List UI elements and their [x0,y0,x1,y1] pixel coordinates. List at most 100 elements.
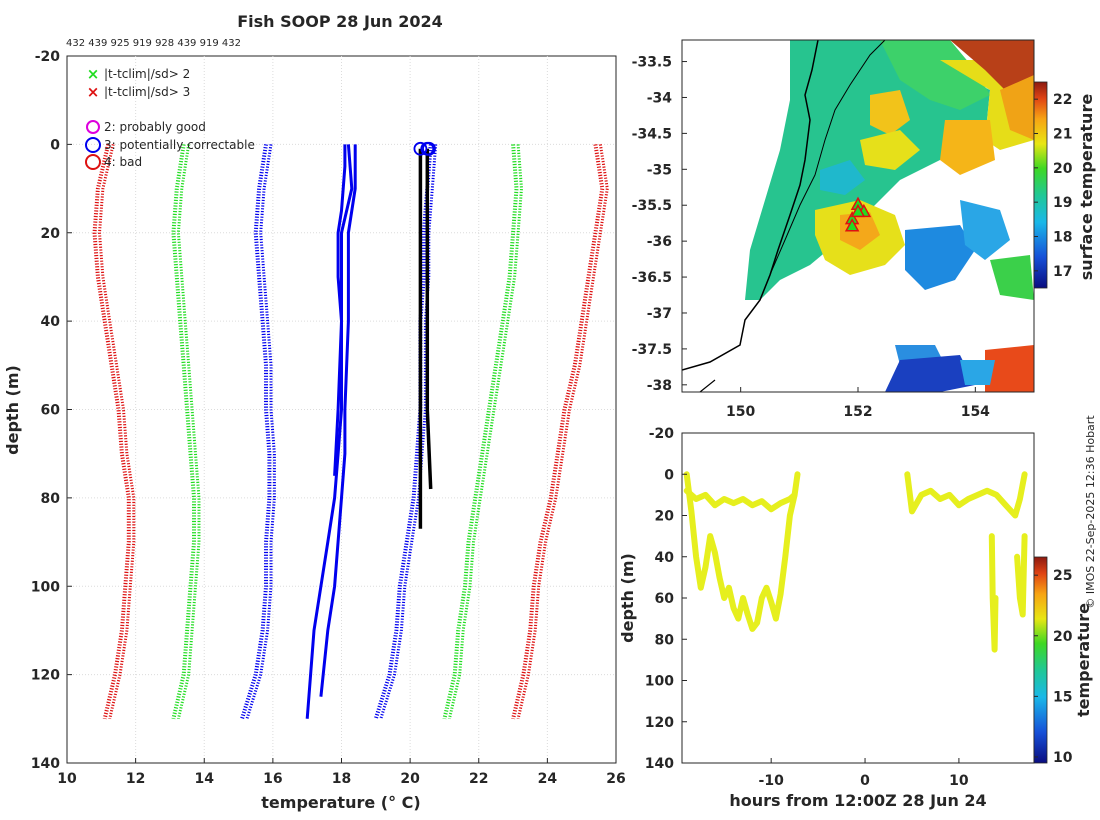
depth-time-ylabel: depth (m) [618,553,637,643]
depth-time-trace-2 [904,471,1028,519]
map-y-tick-label: -36.5 [632,270,672,286]
profile-series [92,141,609,720]
depth-time-traces [683,471,1028,653]
profile-series-5-shadow [516,144,609,720]
map-y-tick-label: -35.5 [632,198,672,214]
time-y-tick-label: 140 [645,756,674,772]
temperature-colorbar [1033,556,1048,764]
temperature-colorbar-tick-label: 20 [1053,629,1073,645]
profile-series-4-shadow [447,144,524,720]
legend-red-x-label: |t-tclim|/sd> 3 [104,85,190,99]
legend-flag3-icon [85,137,101,153]
x-tick-label: 24 [538,771,558,787]
profile-series-6 [305,144,347,719]
x-tick-label: 16 [263,771,282,787]
map-x-tick-label: 150 [726,404,755,420]
legend-red-x-icon: × [87,83,100,101]
profile-series-7 [319,144,357,697]
profile-flag-marker-2 [422,141,436,156]
map-ticks: 150 152 154 -33.5 -34 -34.5 -35 -35.5 -36 -36.5 -3… [632,55,991,420]
y-tick-label: 60 [41,403,61,419]
sst-colorbar-tick-label: 17 [1053,264,1072,280]
map-x-tick-label: 154 [961,404,990,420]
time-y-tick-label: 0 [664,467,674,483]
y-tick-label: 80 [41,491,61,507]
time-x-tick-label: 10 [949,773,969,789]
map-y-tick-label: -34.5 [632,126,672,142]
map-y-tick-label: -37.5 [632,342,672,358]
sst-map: 150 152 154 -33.5 -34 -34.5 -35 -35.5 -36 -36.5 -3… [632,39,1096,420]
depth-time-xlabel: hours from 12:00Z 28 Jun 24 [729,791,986,810]
temperature-colorbar-tick-label: 15 [1053,689,1072,705]
y-tick-label: 0 [50,137,60,153]
profile-series-0-shadow [97,144,136,720]
profile-series-1-shadow [176,144,201,720]
profile-series-3 [373,144,433,720]
y-tick-label: -20 [35,49,61,65]
time-y-tick-label: 60 [655,591,675,607]
profile-series-4 [442,144,519,720]
sst-colorbar-ticks: 17 18 19 20 21 22 [1034,92,1073,280]
depth-time-trace-1 [683,487,798,513]
profile-series-0 [92,143,131,720]
y-tick-label: 100 [31,579,60,595]
map-track-marker-3 [850,203,866,218]
map-y-tick-label: -37 [647,306,672,322]
profile-xlabel: temperature (° C) [261,793,420,812]
map-y-tick-label: -35 [647,162,672,178]
x-tick-label: 20 [400,771,420,787]
depth-time-ticks: -10 0 10 -20 0 20 40 60 80 100 120 140 [645,426,969,789]
time-y-tick-label: 80 [655,632,675,648]
copyright-note: © IMOS 22-Sep-2025 12:36 Hobart [1084,415,1097,609]
sst-colorbar-tick-label: 22 [1053,92,1072,108]
profile-series-10 [425,148,433,490]
profile-series-8 [333,144,354,476]
x-tick-label: 10 [57,771,77,787]
profile-grid [67,56,616,763]
map-sst-field [682,40,1034,392]
x-tick-label: 14 [195,771,215,787]
time-x-tick-label: 0 [860,773,870,789]
profile-series-5 [511,144,605,720]
y-tick-label: 20 [41,226,61,242]
legend-flag2-icon [86,120,100,134]
x-tick-label: 22 [469,771,488,787]
temperature-colorbar-ticks: 10 15 20 25 [1034,568,1073,766]
depth-time-trace-4 [1014,533,1028,618]
x-tick-label: 18 [332,771,351,787]
y-tick-label: 140 [31,756,60,772]
legend-flag4-icon [85,154,101,170]
time-y-tick-label: 100 [645,674,674,690]
map-y-tick-label: -33.5 [632,55,672,71]
sst-colorbar-tick-label: 20 [1053,161,1073,177]
sst-colorbar [1033,81,1048,289]
map-coastline [682,40,819,371]
x-tick-label: 26 [606,771,625,787]
map-x-tick-label: 152 [843,404,872,420]
legend: × |t-tclim|/sd> 2 × |t-tclim|/sd> 3 2: p… [85,65,255,170]
sst-colorbar-tick-label: 18 [1053,230,1072,246]
map-y-tick-label: -34 [647,90,673,106]
profile-id-list: 432 439 925 919 928 439 919 432 [66,38,241,49]
map-track-marker-4 [844,218,860,232]
sst-colorbar-tick-label: 21 [1053,127,1072,143]
profile-ticks: 10 12 14 16 18 20 22 24 26 -20 0 20 40 60 80 100 120 140 [31,49,626,787]
depth-time-trace-3 [988,533,999,653]
legend-green-x-icon: × [87,65,100,83]
sst-colorbar-tick-label: 19 [1053,195,1072,211]
time-y-tick-label: 40 [655,550,675,566]
chart-title: Fish SOOP 28 Jun 2024 [237,12,443,31]
time-y-tick-label: 120 [645,715,674,731]
depth-time-axes-box [681,432,1035,764]
map-y-tick-label: -38 [647,378,672,394]
sst-colorbar-label: surface temperature [1077,94,1096,281]
time-y-tick-label: -20 [649,426,675,442]
profile-ylabel: depth (m) [3,365,22,455]
temperature-colorbar-tick-label: 10 [1053,750,1073,766]
profile-flag-marker-0 [413,141,428,156]
legend-green-x-label: |t-tclim|/sd> 2 [104,67,190,81]
time-y-tick-label: 20 [655,509,675,525]
legend-flag4-label: 4: bad [104,155,142,169]
temperature-colorbar-tick-label: 25 [1053,568,1072,584]
